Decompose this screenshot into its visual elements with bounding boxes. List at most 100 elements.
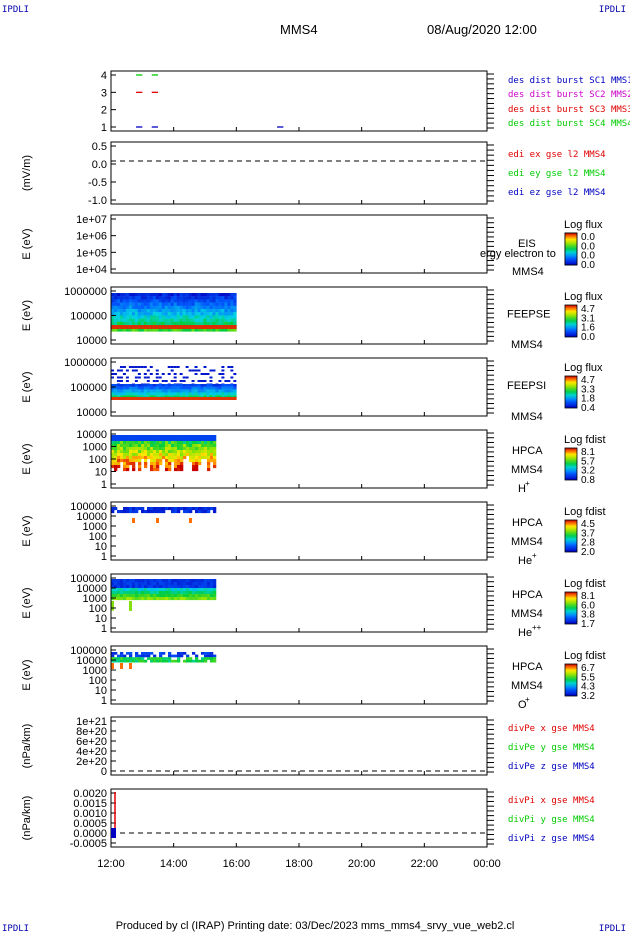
spectrogram-cell xyxy=(191,459,196,463)
spectrogram-cell xyxy=(111,386,115,390)
spectrogram-cell xyxy=(215,389,219,393)
spectrogram-cell xyxy=(125,462,130,466)
spectrogram-cell xyxy=(158,299,163,303)
spectrogram-cell xyxy=(179,312,183,316)
spectrogram-cell xyxy=(143,373,147,375)
spectrogram-cell xyxy=(158,325,163,329)
spectrogram-cell xyxy=(111,582,115,586)
spectrogram-cell xyxy=(179,389,183,393)
spectrogram-cell xyxy=(173,328,177,332)
spectrogram-cell xyxy=(161,325,166,329)
spectrogram-cell xyxy=(128,510,133,514)
legend-entry: des dist burst SC4 MMS4 xyxy=(508,119,630,129)
spectrogram-cell xyxy=(218,315,222,319)
spectrogram-cell xyxy=(143,594,148,598)
spectrogram-cell xyxy=(209,597,214,601)
instrument-label: FEEPSE xyxy=(507,309,550,321)
spectrogram-cell xyxy=(200,392,204,396)
spectrogram-cell xyxy=(188,318,192,322)
spectrogram-cell xyxy=(143,456,148,460)
spectrogram-cell xyxy=(191,389,195,393)
spectrogram-cell xyxy=(224,318,228,322)
spectrogram-cell xyxy=(209,305,213,310)
spectrogram-cell xyxy=(143,582,148,586)
spectrogram-cell xyxy=(185,376,189,379)
spectrogram-cell xyxy=(188,659,193,663)
spectrogram-cell xyxy=(143,597,148,601)
spectrogram-cell xyxy=(221,318,225,322)
panel-frame xyxy=(110,214,488,274)
spectrogram-cell xyxy=(161,507,166,511)
spectrogram-cell xyxy=(203,384,207,387)
spectrogram-cell xyxy=(113,435,118,439)
spectrogram-cell xyxy=(194,397,198,400)
spectrogram-cell xyxy=(119,376,123,379)
spectrogram-cell xyxy=(116,453,121,457)
spectrogram-cell xyxy=(155,325,160,329)
y-tick-label: -1.0 xyxy=(88,195,107,207)
spectrogram-cell xyxy=(170,447,175,451)
y-tick-label: 8e+20 xyxy=(76,726,107,738)
spectrogram-cell xyxy=(182,389,186,393)
spectrogram-cell xyxy=(191,582,196,586)
spectrogram-cell xyxy=(212,302,216,306)
spectrogram-cell xyxy=(233,299,237,303)
spectrogram-cell xyxy=(152,328,157,332)
spectrogram-cell xyxy=(152,659,157,663)
spectrogram-cell xyxy=(122,462,127,466)
spectrogram-cell xyxy=(188,328,192,332)
spectrogram-cell xyxy=(188,435,193,439)
legend-entry: divPi z gse MMS4 xyxy=(508,834,595,844)
spectrogram-cell xyxy=(134,395,139,399)
spectrogram-cell xyxy=(152,325,157,329)
instrument-label: HPCA xyxy=(512,661,543,673)
spectrogram-cell xyxy=(164,293,168,297)
spectrogram-cell xyxy=(188,657,193,660)
spectrogram-cell xyxy=(209,389,213,393)
spectrogram-cell xyxy=(122,318,127,322)
spectrogram-cell xyxy=(197,369,201,372)
spectrogram-cell xyxy=(152,582,157,586)
spectrogram-cell xyxy=(170,435,175,439)
spectrogram-cell xyxy=(188,299,192,303)
spectrogram-cell xyxy=(167,435,172,439)
spectrogram-cell xyxy=(206,654,211,658)
spectrogram-cell xyxy=(203,441,208,445)
spectrogram-cell xyxy=(212,510,217,514)
spectrogram-cell xyxy=(191,438,196,442)
spectrogram-cell xyxy=(164,380,168,382)
spectrogram-cell xyxy=(194,453,199,457)
spectrogram-cell xyxy=(158,321,163,326)
y-tick-label: -0.5 xyxy=(88,177,107,189)
spectrogram-cell xyxy=(143,591,148,595)
spectrogram-cell xyxy=(131,579,136,583)
spectrogram-cell xyxy=(218,296,222,300)
spectrogram-cell xyxy=(185,510,190,514)
spectrogram-cell xyxy=(209,585,214,589)
spectrogram-cell xyxy=(137,507,142,511)
spectrogram-cell xyxy=(155,315,160,319)
spectrogram-cell xyxy=(221,376,225,379)
spectrogram-cell xyxy=(191,588,196,592)
spectrogram-cell xyxy=(209,321,213,326)
spectrogram-cell xyxy=(215,392,219,396)
spectrogram-cell xyxy=(200,444,205,448)
spectrogram-cell xyxy=(149,652,154,655)
spectrogram-cell xyxy=(149,312,154,316)
colorbar-tick-label: 8.1 xyxy=(581,447,595,458)
spectrogram-cell xyxy=(179,507,184,511)
spectrogram-cell xyxy=(116,462,121,466)
spectrogram-cell xyxy=(185,507,190,511)
spectrogram-cell xyxy=(158,438,163,442)
spectrogram-cell xyxy=(176,438,181,442)
spectrogram-cell xyxy=(146,302,151,306)
spectrogram-cell xyxy=(134,293,139,297)
spectrogram-cell xyxy=(173,453,178,457)
spectrogram-cell xyxy=(206,435,211,439)
spectrogram-cell xyxy=(111,397,115,400)
spectrogram-cell xyxy=(122,312,127,316)
spectrogram-cell xyxy=(206,652,211,655)
spectrogram-cell xyxy=(215,312,219,316)
spectrogram-cell xyxy=(116,438,121,442)
